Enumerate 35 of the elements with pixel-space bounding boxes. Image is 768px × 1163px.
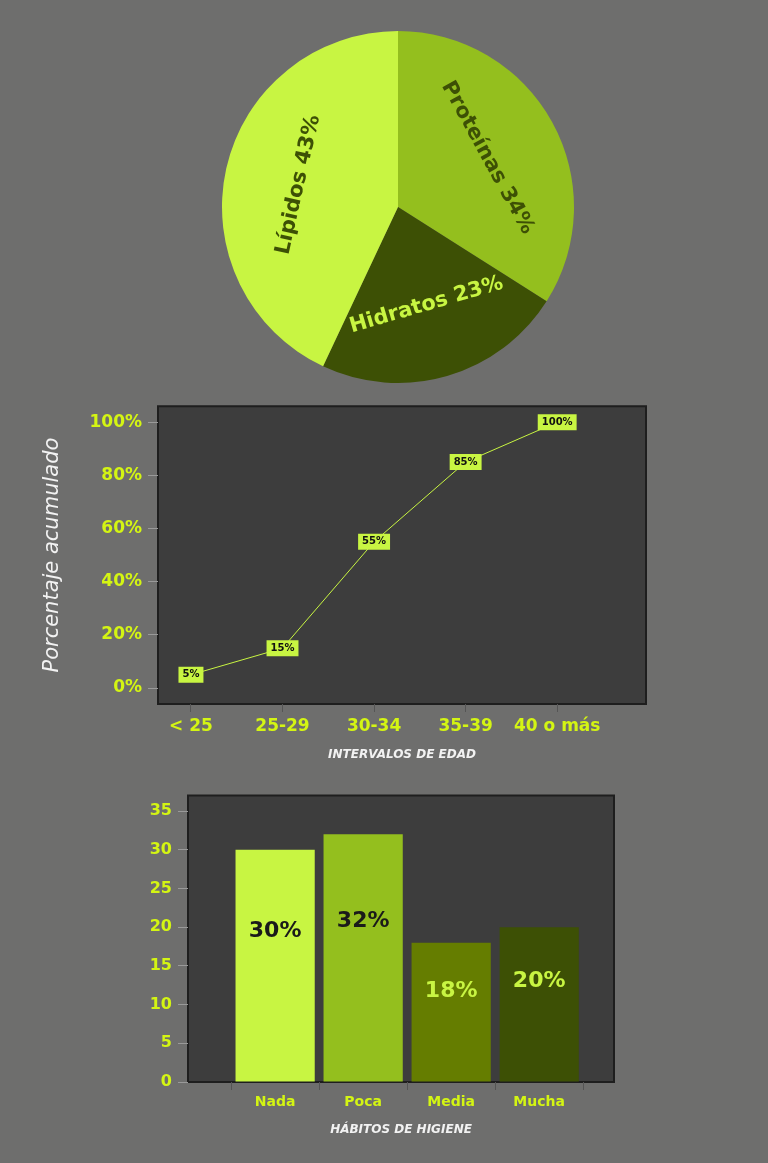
x-tick-label: 30-34 bbox=[346, 714, 402, 735]
x-tick-label: 40 o más bbox=[513, 714, 601, 735]
y-tick-label: 15 bbox=[149, 955, 172, 975]
y-tick-label: 20 bbox=[149, 916, 172, 936]
y-axis-title: Porcentaje acumulado bbox=[39, 437, 64, 673]
y-tick-label: 100% bbox=[89, 410, 142, 431]
data-label: 30% bbox=[248, 916, 302, 942]
y-tick-label: 20% bbox=[101, 623, 142, 644]
y-tick-label: 40% bbox=[101, 570, 142, 591]
y-tick-label: 0 bbox=[160, 1071, 172, 1091]
x-tick-label: < 25 bbox=[169, 714, 213, 735]
data-label: 32% bbox=[336, 906, 390, 932]
x-tick-label: Poca bbox=[344, 1093, 382, 1110]
y-tick-label: 5 bbox=[160, 1032, 172, 1052]
x-tick-label: 25-29 bbox=[255, 714, 310, 735]
bar bbox=[323, 834, 403, 1082]
x-axis-title: HÁBITOS DE HIGIENE bbox=[330, 1120, 473, 1136]
y-tick-label: 0% bbox=[113, 676, 142, 697]
y-tick-label: 35 bbox=[149, 800, 172, 820]
x-tick-label: Mucha bbox=[513, 1093, 565, 1110]
y-tick-label: 10 bbox=[149, 993, 172, 1013]
x-axis-title: INTERVALOS DE EDAD bbox=[328, 746, 476, 761]
data-label: 20% bbox=[512, 967, 566, 993]
y-tick-label: 30 bbox=[149, 838, 172, 858]
bar bbox=[235, 849, 315, 1082]
x-tick-label: 35-39 bbox=[438, 714, 493, 735]
x-tick-label: Nada bbox=[254, 1093, 296, 1110]
data-label: 18% bbox=[424, 977, 478, 1003]
x-tick-label: Media bbox=[427, 1093, 476, 1110]
y-tick-label: 80% bbox=[101, 463, 142, 484]
y-tick-label: 25 bbox=[149, 877, 172, 897]
bar bbox=[499, 927, 579, 1082]
slice-label: Lípidos 43% bbox=[269, 112, 325, 257]
bar bbox=[411, 942, 491, 1082]
y-tick-label: 60% bbox=[101, 516, 142, 537]
